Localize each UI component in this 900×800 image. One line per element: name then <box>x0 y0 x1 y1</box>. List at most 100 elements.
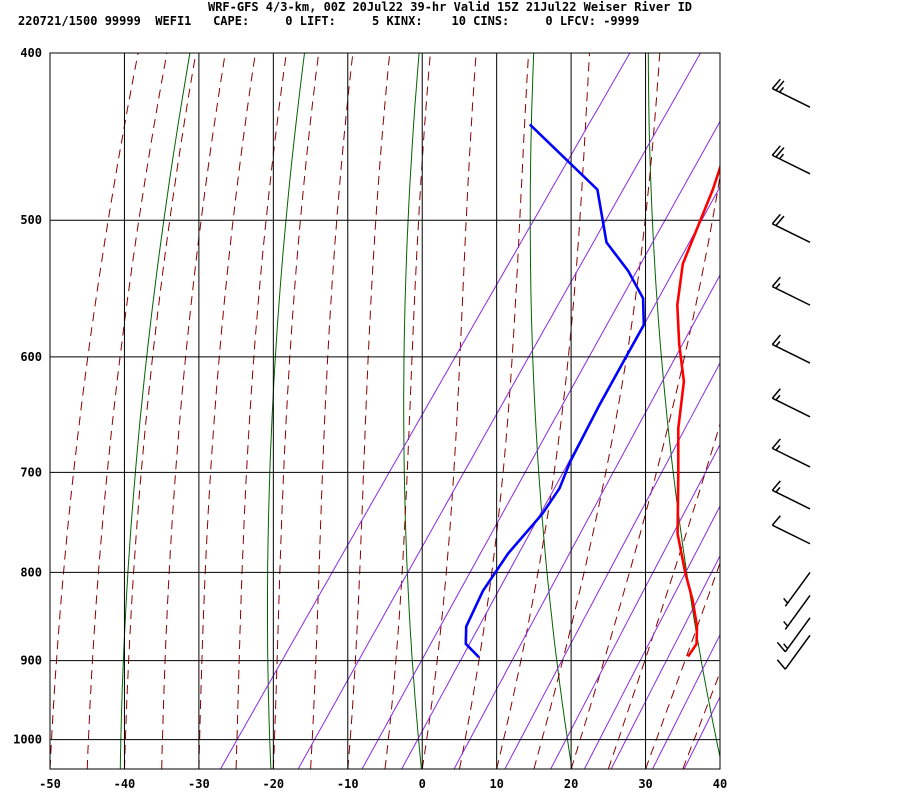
wind-barb-staff <box>784 617 811 653</box>
mixing-ratio-line <box>750 53 900 769</box>
wind-barb-flag <box>775 147 785 158</box>
wind-barb-half-flag <box>775 394 781 401</box>
wind-barb-half-flag <box>778 153 785 160</box>
background-lines <box>50 53 900 769</box>
mixing-ratio-line <box>504 361 720 769</box>
moist-adiabat-line <box>123 53 197 769</box>
mixing-ratio-line <box>583 505 720 769</box>
y-tick-label: 600 <box>20 350 42 364</box>
wind-barb <box>783 571 811 607</box>
x-tick-label: 0 <box>419 777 426 791</box>
wind-barb-flag <box>776 659 786 670</box>
wind-barb <box>783 595 811 630</box>
wind-barb <box>771 515 811 545</box>
y-tick-label: 500 <box>20 213 42 227</box>
dry-adiabat-line <box>878 53 900 769</box>
wind-barb-staff <box>772 154 811 175</box>
mixing-ratio-line <box>361 120 720 769</box>
wind-barb-half-flag <box>783 620 789 627</box>
moist-adiabat-line <box>161 53 226 769</box>
x-tick-label: -20 <box>262 777 284 791</box>
wind-barb-flag <box>771 276 781 288</box>
wind-barb-half-flag <box>775 341 781 347</box>
wind-barb <box>771 334 811 364</box>
moist-adiabat-line <box>310 53 354 769</box>
moist-adiabat-line <box>235 53 287 769</box>
moist-adiabat-line <box>458 53 530 769</box>
wind-barb-flag <box>771 388 781 399</box>
dry-adiabat-line <box>119 53 191 769</box>
wind-barb-staff <box>772 343 811 364</box>
wind-barb <box>771 213 811 244</box>
mixing-ratio-line <box>550 443 720 769</box>
moist-adiabat-line <box>421 53 477 769</box>
x-tick-label: 20 <box>564 777 578 791</box>
moist-adiabat-line <box>645 561 720 769</box>
wind-barb-staff <box>772 447 811 468</box>
y-tick-label: 900 <box>20 654 42 668</box>
wind-barb-staff <box>772 285 811 306</box>
y-tick-label: 400 <box>20 46 42 60</box>
mixing-ratio-line <box>610 554 720 769</box>
dry-adiabat-line <box>403 53 422 769</box>
wind-barb-half-flag <box>775 283 781 289</box>
wind-barb-staff <box>772 489 811 510</box>
x-tick-label: 40 <box>713 777 727 791</box>
x-tick-label: -10 <box>337 777 359 791</box>
mixing-ratio-line <box>721 53 900 769</box>
wind-barb-flag <box>771 78 781 90</box>
mixing-ratio-line <box>453 274 720 769</box>
wind-barb-flag <box>771 515 781 526</box>
x-tick-label: -40 <box>114 777 136 791</box>
wind-barb-staff <box>784 571 811 607</box>
x-tick-label: 30 <box>638 777 652 791</box>
dewpoint-profile <box>464 123 646 659</box>
wind-barb-staff <box>772 87 811 108</box>
wind-barb-flag <box>771 334 781 345</box>
tick-labels: -50 -40 -30 -20 -10 0 10 20 30 40 400 500 600 700 800 9… <box>13 46 727 791</box>
moist-adiabat-line <box>272 53 320 769</box>
x-tick-label: -50 <box>39 777 61 791</box>
grid-lines <box>49 52 721 769</box>
wind-barb-staff <box>772 397 811 418</box>
mixing-ratio-line <box>683 695 720 769</box>
mixing-ratio-line <box>652 633 720 769</box>
wind-barb-flag <box>771 213 781 225</box>
wind-barb <box>771 78 811 108</box>
wind-barb-half-flag <box>778 86 785 93</box>
mixing-ratio-line <box>401 185 720 769</box>
chart-title: WRF-GFS 4/3-km, 00Z 20Jul22 39-hr Valid … <box>207 0 693 14</box>
wind-barb-flag <box>776 641 786 653</box>
wind-barb <box>771 145 811 175</box>
moist-adiabat-line <box>198 53 256 769</box>
wind-barb-flag <box>771 438 781 449</box>
moist-adiabat-line <box>347 53 391 769</box>
y-tick-label: 700 <box>20 465 42 479</box>
wind-barb-half-flag <box>775 486 781 493</box>
wind-barb <box>771 388 811 418</box>
y-tick-label: 1000 <box>13 733 42 747</box>
mixing-ratio-line <box>220 53 631 769</box>
mixing-ratio-line <box>788 53 900 769</box>
mixing-ratio-line <box>297 53 701 769</box>
wind-barb <box>771 276 811 306</box>
wind-barb-flag <box>775 215 785 227</box>
wind-barb <box>776 634 811 670</box>
x-tick-label: 10 <box>489 777 503 791</box>
wind-barb <box>776 617 811 653</box>
x-tick-label: -30 <box>188 777 210 791</box>
moist-adiabat-line <box>496 53 590 769</box>
moist-adiabat-line <box>719 767 720 769</box>
moist-adiabat-line <box>384 53 431 769</box>
wind-barb-staff <box>772 223 811 244</box>
moist-adiabat-line <box>607 422 720 769</box>
wind-barb-flag <box>771 145 781 156</box>
dry-adiabat-line <box>267 53 305 769</box>
wind-barb <box>771 438 811 468</box>
plot-frame <box>49 52 721 770</box>
profile-lines <box>464 123 720 659</box>
dry-adiabat-line <box>647 53 720 760</box>
wind-barb-staff <box>772 524 811 545</box>
wind-barb-flag <box>775 80 785 91</box>
